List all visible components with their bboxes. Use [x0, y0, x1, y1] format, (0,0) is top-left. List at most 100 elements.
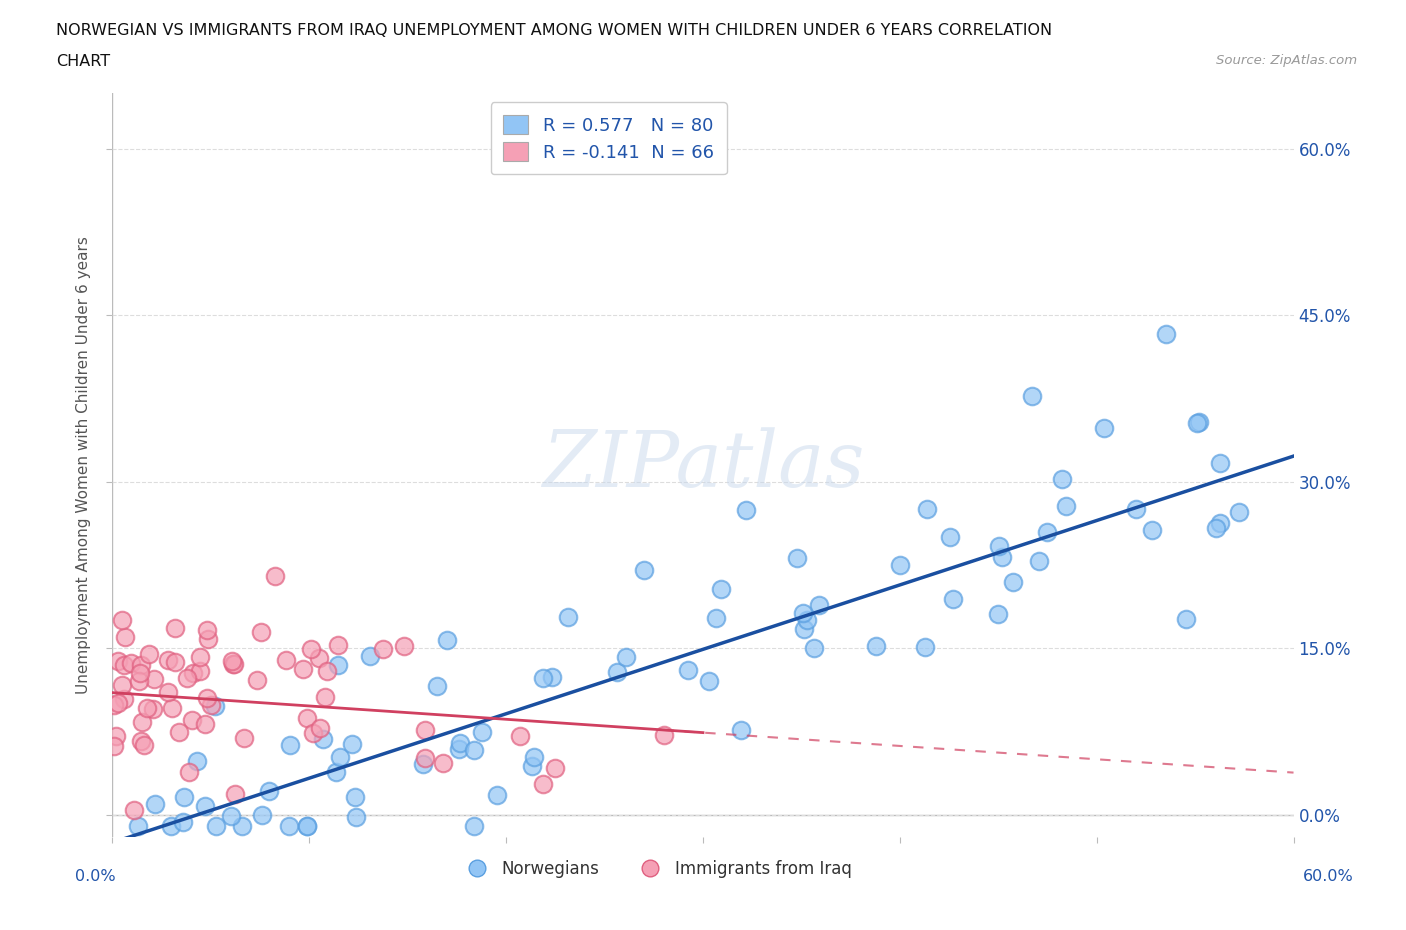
Point: [652, 727, 675, 742]
Point: [277, 818, 299, 833]
Point: [160, 700, 183, 715]
Point: [157, 653, 180, 668]
Point: [939, 529, 962, 544]
Point: [186, 753, 208, 768]
Point: [1028, 553, 1050, 568]
Point: [325, 764, 347, 779]
Point: [163, 621, 186, 636]
Point: [246, 673, 269, 688]
Point: [432, 756, 454, 771]
Point: [233, 730, 256, 745]
Point: [188, 664, 211, 679]
Point: [807, 598, 830, 613]
Point: [1021, 388, 1043, 403]
Point: [412, 756, 434, 771]
Point: [297, 711, 319, 725]
Point: [194, 798, 217, 813]
Point: [426, 679, 449, 694]
Point: [371, 642, 394, 657]
Point: [112, 658, 135, 672]
Point: [299, 642, 322, 657]
Point: [195, 622, 218, 637]
Point: [326, 638, 349, 653]
Point: [204, 818, 226, 833]
Point: [159, 818, 181, 833]
Point: [204, 698, 226, 713]
Point: [107, 696, 129, 711]
Point: [796, 613, 818, 628]
Point: [129, 658, 152, 672]
Point: [112, 692, 135, 707]
Point: [523, 750, 546, 764]
Point: [1188, 415, 1211, 430]
Point: [987, 538, 1010, 553]
Point: [803, 641, 825, 656]
Point: [180, 712, 202, 727]
Point: [942, 591, 965, 606]
Point: [224, 786, 246, 801]
Point: [865, 639, 887, 654]
Point: [1185, 416, 1208, 431]
Point: [142, 702, 165, 717]
Point: [449, 736, 471, 751]
Point: [250, 807, 273, 822]
Point: [111, 613, 134, 628]
Point: [557, 610, 579, 625]
Point: [1092, 420, 1115, 435]
Point: [176, 671, 198, 686]
Point: [122, 803, 145, 817]
Point: [326, 658, 349, 672]
Point: [1002, 575, 1025, 590]
Point: [734, 502, 756, 517]
Point: [340, 737, 363, 751]
Point: [143, 671, 166, 686]
Point: [308, 651, 330, 666]
Point: [221, 654, 243, 669]
Point: [172, 815, 194, 830]
Point: [312, 732, 335, 747]
Point: [413, 751, 436, 765]
Point: [1175, 612, 1198, 627]
Point: [914, 640, 936, 655]
Point: [730, 723, 752, 737]
Point: [169, 724, 191, 739]
Point: [1036, 525, 1059, 539]
Point: [344, 809, 367, 824]
Point: [1142, 523, 1164, 538]
Point: [413, 723, 436, 737]
Point: [541, 669, 564, 684]
Point: [1209, 515, 1232, 530]
Text: 60.0%: 60.0%: [1303, 869, 1354, 883]
Point: [291, 662, 314, 677]
Point: [131, 714, 153, 729]
Point: [522, 758, 544, 773]
Point: [107, 653, 129, 668]
Point: [278, 737, 301, 752]
Point: [157, 684, 180, 699]
Point: [143, 797, 166, 812]
Point: [786, 551, 808, 565]
Point: [471, 725, 494, 740]
Point: [531, 777, 554, 791]
Point: [194, 717, 217, 732]
Point: [135, 700, 157, 715]
Point: [1156, 326, 1178, 341]
Point: [195, 690, 218, 705]
Point: [792, 605, 814, 620]
Point: [231, 818, 253, 833]
Point: [222, 657, 245, 671]
Point: [1125, 502, 1147, 517]
Point: [793, 621, 815, 636]
Point: [129, 733, 152, 748]
Point: [181, 666, 204, 681]
Text: NORWEGIAN VS IMMIGRANTS FROM IRAQ UNEMPLOYMENT AMONG WOMEN WITH CHILDREN UNDER 6: NORWEGIAN VS IMMIGRANTS FROM IRAQ UNEMPL…: [56, 23, 1052, 38]
Point: [915, 502, 938, 517]
Point: [889, 558, 911, 573]
Point: [316, 663, 339, 678]
Point: [120, 655, 142, 670]
Point: [105, 729, 128, 744]
Point: [463, 818, 485, 833]
Point: [991, 549, 1014, 564]
Point: [329, 750, 352, 764]
Point: [128, 674, 150, 689]
